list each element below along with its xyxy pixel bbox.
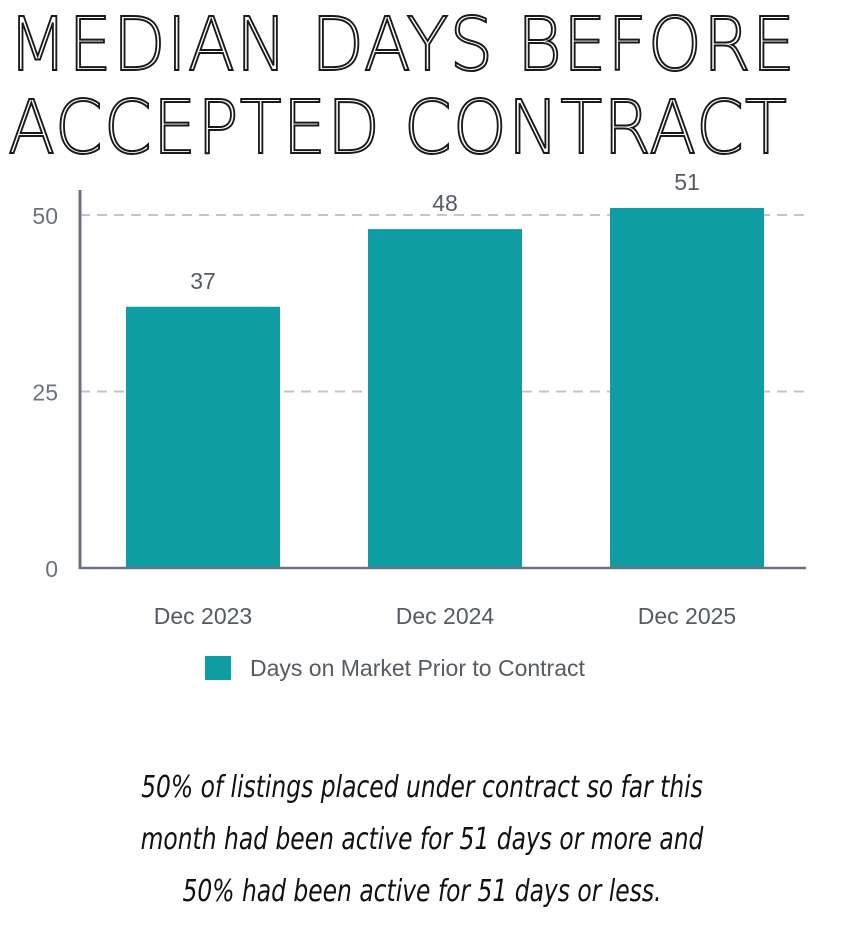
title-line-1: MEDIAN DAYS BEFORE [7,2,797,88]
note-line-2: month had been active for 51 days or mor… [140,822,704,857]
data-label: 37 [190,268,216,294]
note-line-3: 50% had been active for 51 days or less. [182,874,662,909]
x-tick-label: Dec 2024 [396,603,495,629]
bar-chart: 0 25 50 37 Dec 2023 48 Dec 2024 51 Dec 2025 Days … [32,169,806,681]
bar [610,207,764,568]
summary-note: 50% of listings placed under contract so… [93,762,751,918]
legend-swatch [205,656,231,680]
bar [368,229,522,568]
note-line-1: 50% of listings placed under contract so… [141,770,703,805]
chart-title: MEDIAN DAYS BEFORE ACCEPTED CONTRACT [7,2,797,171]
legend-label: Days on Market Prior to Contract [250,655,586,681]
bar [126,306,280,568]
x-tick-label: Dec 2025 [638,603,736,629]
x-tick-label: Dec 2023 [154,603,252,629]
y-tick-label: 50 [32,203,58,229]
y-tick-label: 0 [45,556,58,582]
data-label: 51 [674,169,700,195]
title-line-2: ACCEPTED CONTRACT [7,85,788,171]
data-label: 48 [432,190,458,216]
y-tick-label: 25 [32,380,58,406]
